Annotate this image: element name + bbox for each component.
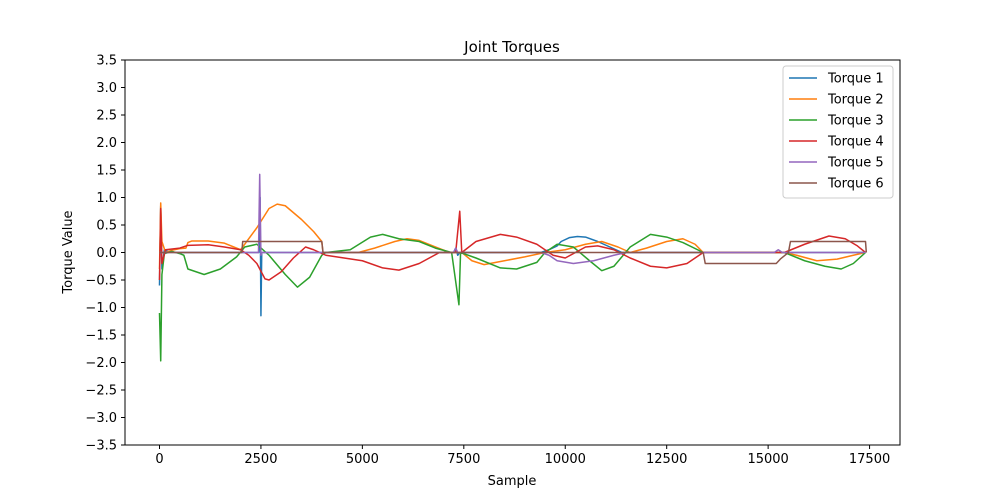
x-tick-label: 15000: [747, 452, 788, 467]
y-axis: −3.5 −3.0 −2.5 −2.0 −1.5 −1.0 −0.5 0.0 0.5 1.0 1.5…: [85, 54, 125, 454]
y-tick-label: −2.5: [85, 384, 117, 399]
plot-content: [158, 173, 868, 362]
y-tick-label: −1.0: [85, 301, 117, 316]
y-tick-label: −0.5: [85, 274, 117, 289]
x-tick-label: 17500: [849, 452, 890, 467]
y-tick-label: 3.0: [96, 81, 117, 96]
series-line-torque-3: [158, 233, 867, 362]
y-axis-title: Torque Value: [61, 210, 76, 294]
y-tick-label: 3.5: [96, 54, 117, 69]
series-line-torque-2: [158, 202, 866, 270]
legend-label-torque-3: Torque 3: [827, 114, 884, 129]
y-tick-label: −2.0: [85, 356, 117, 371]
x-axis-title: Sample: [488, 474, 537, 489]
legend-label-torque-2: Torque 2: [827, 93, 884, 108]
y-tick-label: 2.0: [96, 136, 117, 151]
legend-label-torque-1: Torque 1: [827, 72, 884, 87]
legend-label-torque-6: Torque 6: [827, 177, 884, 192]
x-axis: 0 2500 5000 7500 10000 12500 15000 17500: [155, 445, 890, 467]
legend-label-torque-4: Torque 4: [827, 135, 884, 150]
chart-title: Joint Torques: [463, 38, 560, 56]
x-tick-label: 5000: [346, 452, 379, 467]
y-tick-label: −3.5: [85, 439, 117, 454]
y-tick-label: 1.0: [96, 191, 117, 206]
y-tick-label: 0.5: [96, 219, 117, 234]
y-tick-label: −1.5: [85, 329, 117, 344]
y-tick-label: 0.0: [96, 246, 117, 261]
x-tick-label: 0: [155, 452, 163, 467]
x-tick-label: 2500: [244, 452, 277, 467]
x-tick-label: 7500: [447, 452, 480, 467]
x-tick-label: 12500: [646, 452, 687, 467]
y-tick-label: 1.5: [96, 164, 117, 179]
x-tick-label: 10000: [545, 452, 586, 467]
legend-label-torque-5: Torque 5: [827, 156, 884, 171]
series-line-torque-6: [159, 240, 868, 265]
legend: Torque 1 Torque 2 Torque 3 Torque 4 Torque 5…: [782, 65, 894, 199]
series-line-torque-5: [159, 173, 866, 265]
y-tick-label: 2.5: [96, 109, 117, 124]
y-tick-label: −3.0: [85, 411, 117, 426]
